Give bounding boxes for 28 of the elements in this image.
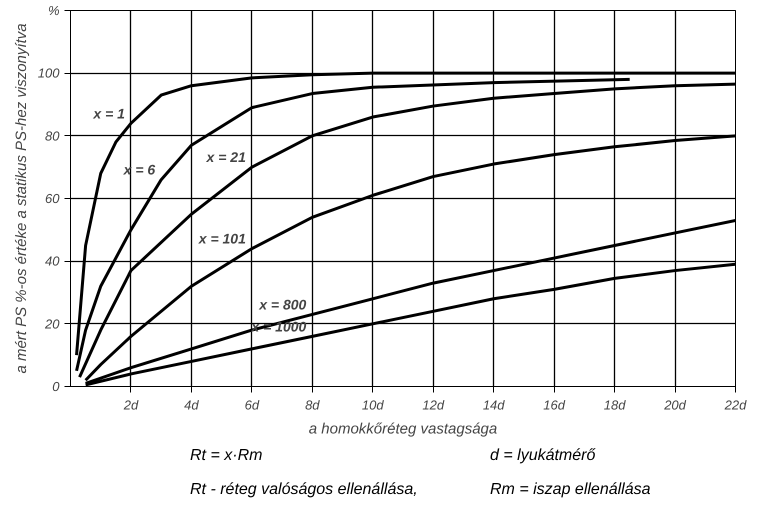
series-label: x = 800 [258,296,307,312]
x-tick-label: 14d [482,398,506,412]
x-tick-label: 12d [422,398,445,412]
x-tick-label: 4d [184,398,200,412]
x-tick-label: 6d [244,398,260,412]
y-tick-label: 100 [38,66,60,81]
x-tick-label: 2d [122,398,139,412]
y-axis-title: a mért PS %-os értéke a statikus PS-hez viszonyítva [12,23,30,374]
y-tick-label: 20 [44,316,60,332]
y-tick-label: 40 [45,254,60,269]
y-tick-label: 80 [45,128,60,144]
x-axis-title: a homokkőréteg vastagsága [308,420,498,438]
x-tick-label: 10d [362,398,384,412]
text: d = lyukátmérő [490,446,596,466]
series-label: x = 21 [206,149,246,166]
x-tick-label: 16d [543,398,566,412]
y-tick-label: 60 [45,191,60,206]
x-tick-label: 18d [604,398,626,412]
text: Rt - réteg valóságos ellenállása, [190,480,419,500]
text: Rt = x·Rm [190,446,264,466]
x-tick-label: 8d [305,398,320,412]
series-label: x = 101 [198,230,246,247]
series-label: x = 1 [92,105,126,122]
x-tick-label: 22d [724,398,748,412]
y-tick-label: 0 [52,379,60,394]
x-tick-label: 20d [663,398,687,412]
text: Rm = iszap ellenállása [490,480,652,500]
y-tick-label: % [48,3,60,18]
